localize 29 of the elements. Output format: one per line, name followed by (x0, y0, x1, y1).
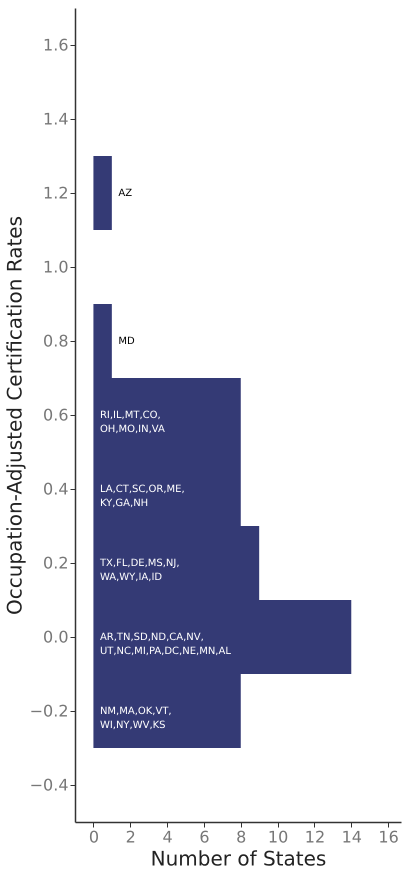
annotation: MD (118, 336, 135, 347)
x-tick-label: 4 (162, 828, 173, 846)
annotation: AR,TN,SD,ND,CA,NV, UT,NC,MI,PA,DC,NE,MN,AL (100, 632, 232, 657)
y-tick-label: −0.4 (30, 776, 68, 794)
annotation: AZ (118, 188, 132, 199)
y-tick-label: 0.4 (43, 480, 68, 498)
x-tick-label: 12 (304, 828, 326, 846)
annotation: TX,FL,DE,MS,NJ, WA,WY,IA,ID (98, 558, 180, 583)
y-tick-label: 0.0 (43, 628, 68, 646)
x-tick-label: 14 (342, 828, 362, 846)
y-tick-label: 1.2 (43, 184, 68, 202)
y-tick-label: 0.2 (43, 554, 68, 572)
x-tick-label: 10 (268, 828, 288, 846)
x-tick-label: 16 (378, 828, 399, 846)
y-tick-label: 1.4 (43, 110, 68, 128)
annotation: NM,MA,OK,VT, WI,NY,WV,KS (100, 706, 172, 731)
y-axis-title: Occupation-Adjusted Certification Rates (2, 216, 27, 616)
y-tick-label: 0.8 (43, 332, 68, 350)
x-tick-label: 6 (199, 828, 210, 846)
y-tick-label: −0.2 (30, 702, 68, 720)
annotation: RI,IL,MT,CO, OH,MO,IN,VA (100, 410, 165, 435)
y-tick-label: 1.6 (43, 36, 68, 54)
x-tick-label: 8 (236, 828, 246, 846)
x-axis-title: Number of States (150, 846, 326, 870)
y-tick-label: 1.0 (43, 258, 68, 276)
y-tick-label: 0.6 (43, 406, 68, 424)
annotation: LA,CT,SC,OR,ME, KY,GA,NH (100, 484, 185, 509)
x-tick-label: 0 (88, 828, 100, 846)
x-tick-label: 2 (126, 828, 136, 846)
